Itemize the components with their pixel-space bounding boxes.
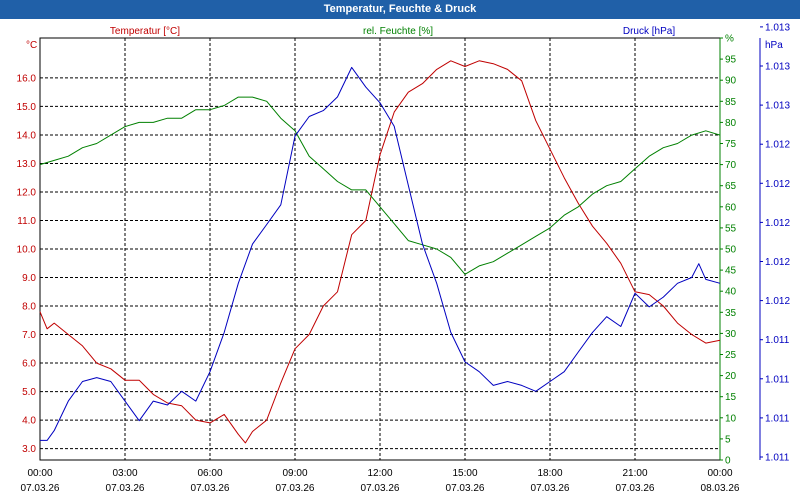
grid xyxy=(40,38,720,460)
humidity-tick-label: 50 xyxy=(725,245,737,256)
series-line-pressure xyxy=(40,66,721,441)
humidity-tick-label: 80 xyxy=(725,118,737,129)
temperature-tick-label: 15.0 xyxy=(17,102,37,113)
x-tick-date: 07.03.26 xyxy=(361,483,400,494)
x-tick-date: 08.03.26 xyxy=(701,483,740,494)
pressure-tick-label: 1.012 xyxy=(765,257,790,268)
humidity-tick-label: 25 xyxy=(725,350,737,361)
temperature-unit-label: °C xyxy=(26,40,37,51)
humidity-tick-label: 0 xyxy=(725,456,731,467)
pressure-legend: Druck [hPa] xyxy=(623,26,675,37)
x-tick-time: 00:00 xyxy=(707,468,732,479)
x-tick-date: 07.03.26 xyxy=(106,483,145,494)
pressure-tick-label: 1.011 xyxy=(765,374,790,385)
temperature-tick-label: 10.0 xyxy=(17,245,37,256)
x-tick-time: 06:00 xyxy=(197,468,222,479)
humidity-tick-label: 70 xyxy=(725,160,737,171)
humidity-tick-label: 35 xyxy=(725,308,737,319)
humidity-tick-label: 15 xyxy=(725,392,737,403)
humidity-tick-label: 85 xyxy=(725,97,737,108)
pressure-tick-label: 1.013 xyxy=(765,101,790,112)
series-line-temperature xyxy=(39,60,721,444)
x-tick-time: 18:00 xyxy=(537,468,562,479)
humidity-tick-label: 60 xyxy=(725,202,737,213)
temperature-legend: Temperatur [°C] xyxy=(110,26,180,37)
temperature-tick-label: 9.0 xyxy=(22,273,36,284)
humidity-tick-label: 45 xyxy=(725,266,737,277)
series-line-humidity xyxy=(39,96,721,275)
temperature-tick-label: 5.0 xyxy=(22,387,36,398)
x-tick-date: 07.03.26 xyxy=(191,483,230,494)
humidity-legend: rel. Feuchte [%] xyxy=(363,26,433,37)
x-tick-date: 07.03.26 xyxy=(276,483,315,494)
x-tick-date: 07.03.26 xyxy=(21,483,60,494)
pressure-tick-label: 1.012 xyxy=(765,218,790,229)
pressure-tick-label: 1.012 xyxy=(765,140,790,151)
temperature-tick-label: 16.0 xyxy=(17,73,37,84)
temperature-tick-label: 7.0 xyxy=(22,330,36,341)
axis-ticks: 00:00 07.03.26 03:00 07.03.26 06:00 07.03.26 0… xyxy=(17,22,791,494)
series-lines xyxy=(39,60,721,444)
humidity-tick-label: 75 xyxy=(725,139,737,150)
x-tick-time: 03:00 xyxy=(112,468,137,479)
pressure-tick-label: 1.011 xyxy=(765,453,790,464)
temperature-tick-label: 13.0 xyxy=(17,159,37,170)
x-tick-date: 07.03.26 xyxy=(616,483,655,494)
x-tick-time: 00:00 xyxy=(27,468,52,479)
x-tick-date: 07.03.26 xyxy=(531,483,570,494)
pressure-tick-label: 1.011 xyxy=(765,335,790,346)
temperature-tick-label: 6.0 xyxy=(22,359,36,370)
pressure-unit-label: hPa xyxy=(765,40,783,51)
pressure-tick-label: 1.012 xyxy=(765,296,790,307)
temperature-tick-label: 3.0 xyxy=(22,444,36,455)
temperature-tick-label: 11.0 xyxy=(17,216,36,227)
humidity-tick-label: 30 xyxy=(725,329,737,340)
humidity-tick-label: 55 xyxy=(725,223,737,234)
x-tick-time: 21:00 xyxy=(622,468,647,479)
temperature-tick-label: 14.0 xyxy=(17,130,37,141)
x-tick-date: 07.03.26 xyxy=(446,483,485,494)
temperature-tick-label: 4.0 xyxy=(22,416,36,427)
humidity-tick-label: 65 xyxy=(725,181,737,192)
window-title: Temperatur, Feuchte & Druck xyxy=(0,0,800,19)
humidity-tick-label: % xyxy=(725,34,734,45)
temperature-tick-label: 8.0 xyxy=(22,302,36,313)
x-tick-time: 09:00 xyxy=(282,468,307,479)
humidity-tick-label: 95 xyxy=(725,55,737,66)
pressure-tick-label: 1.013 xyxy=(765,22,790,33)
x-tick-time: 12:00 xyxy=(367,468,392,479)
humidity-tick-label: 40 xyxy=(725,287,737,298)
humidity-tick-label: 20 xyxy=(725,371,737,382)
x-tick-time: 15:00 xyxy=(452,468,477,479)
temperature-tick-label: 12.0 xyxy=(17,187,37,198)
pressure-tick-label: 1.013 xyxy=(765,62,790,73)
humidity-tick-label: 5 xyxy=(725,434,731,445)
pressure-tick-label: 1.011 xyxy=(765,413,790,424)
pressure-tick-label: 1.012 xyxy=(765,179,790,190)
humidity-tick-label: 90 xyxy=(725,76,737,87)
humidity-tick-label: 10 xyxy=(725,413,737,424)
